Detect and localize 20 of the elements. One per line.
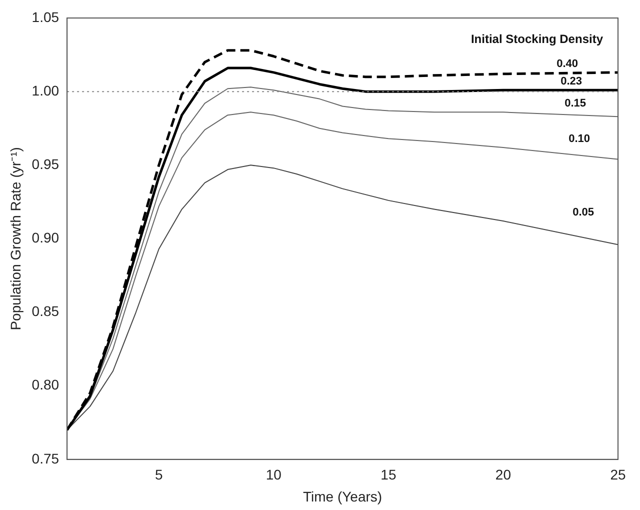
y-tick-label: 1.00 bbox=[32, 82, 60, 98]
y-axis-title: Population Growth Rate (yr⁻¹) bbox=[7, 147, 24, 330]
legend-title: Initial Stocking Density bbox=[470, 32, 604, 46]
x-tick-label: 5 bbox=[154, 466, 163, 483]
x-tick-label: 25 bbox=[610, 466, 626, 483]
x-tick-label: 15 bbox=[380, 466, 396, 483]
x-tick-label: 10 bbox=[266, 466, 282, 483]
y-tick-label: 0.90 bbox=[32, 230, 60, 246]
series-label: 0.05 bbox=[572, 206, 594, 219]
y-tick-label: 1.05 bbox=[32, 8, 60, 25]
series-label: 0.23 bbox=[560, 76, 582, 88]
y-tick-label: 0.75 bbox=[32, 450, 60, 466]
x-axis-title: Time (Years) bbox=[302, 488, 382, 504]
y-tick-label: 0.95 bbox=[32, 156, 60, 172]
y-tick-label: 0.80 bbox=[32, 376, 60, 393]
series-label: 0.40 bbox=[556, 58, 578, 70]
series-label: 0.15 bbox=[564, 98, 586, 110]
y-tick-label: 0.85 bbox=[32, 303, 60, 320]
series-label: 0.10 bbox=[568, 133, 590, 146]
x-tick-label: 20 bbox=[495, 466, 512, 483]
